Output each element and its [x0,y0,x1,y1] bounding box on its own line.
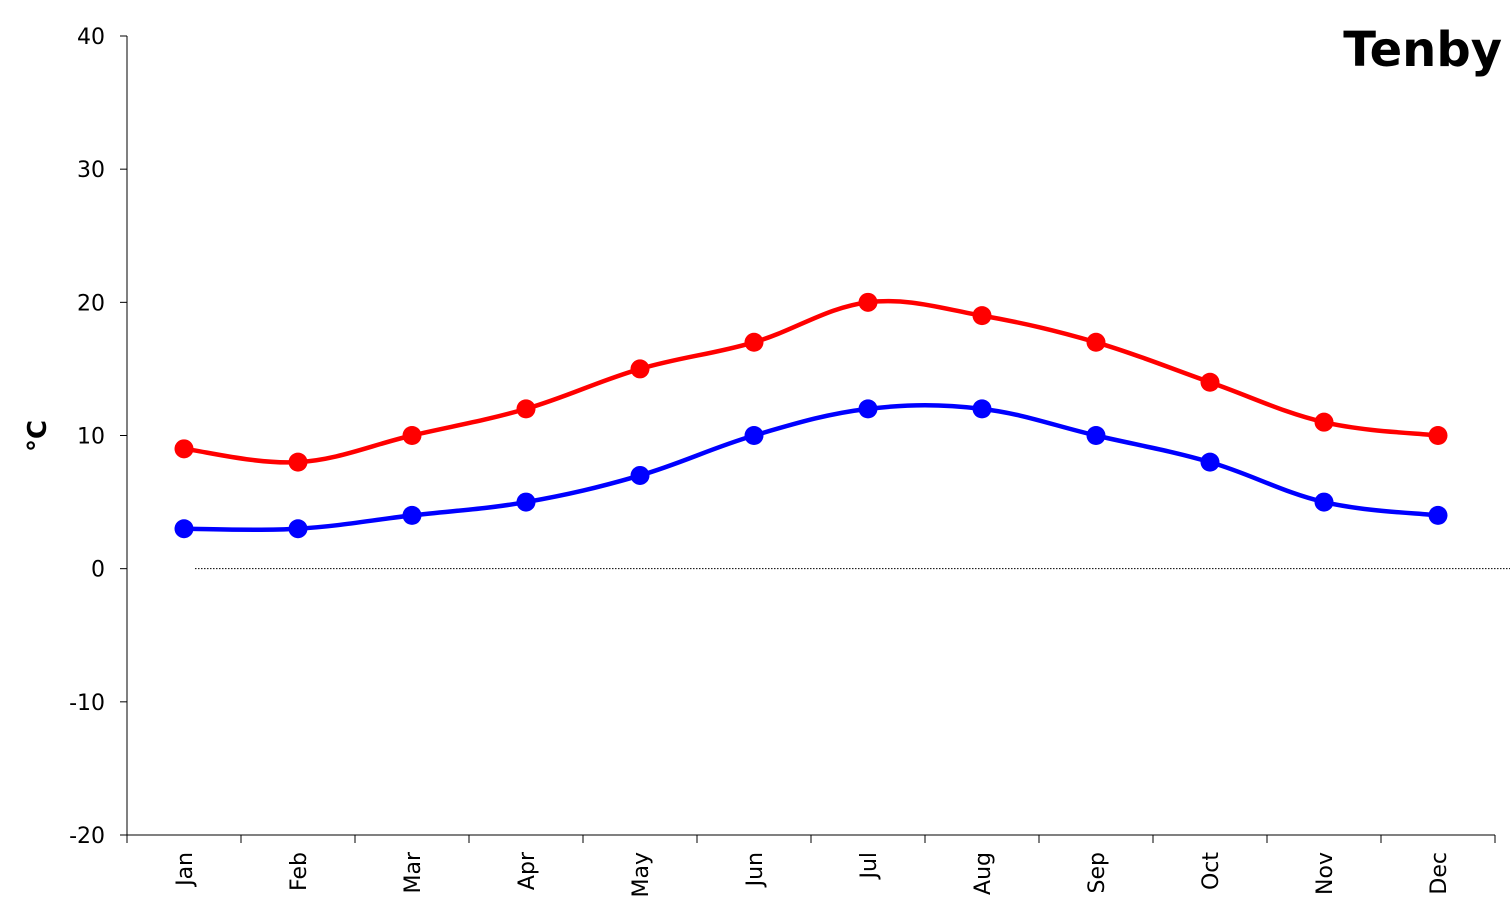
series-1-point [402,426,422,445]
y-axis-label: °C [23,420,53,452]
y-tick-label: 40 [77,25,105,50]
series-1-point [630,359,650,379]
series-2-point [744,426,764,445]
x-tick-label: Feb [287,852,312,891]
y-tick-label: -20 [69,824,105,849]
y-tick-label: 20 [77,291,105,316]
x-tick-label: Oct [1199,852,1224,890]
x-tick-label: Jun [743,852,768,888]
x-tick-label: Mar [401,851,426,893]
chart-title: Tenby [1343,22,1502,78]
y-tick-label: 10 [77,425,105,450]
series-2-point [630,465,650,485]
series-2-point [1086,426,1106,445]
series-2-point [402,505,422,525]
x-tick-label: Nov [1313,852,1338,895]
series-2-point [174,519,194,539]
x-tick-label: Sep [1085,852,1110,893]
x-tick-label: Aug [971,852,996,895]
series-2-point [288,519,308,539]
series-1-point [1314,412,1334,432]
y-tick-label: 0 [91,558,105,583]
series-1-point [858,292,878,312]
x-tick-label: Apr [515,851,540,890]
x-tick-label: May [629,852,654,897]
series-layer [174,292,1448,539]
series-2-point [858,399,878,419]
series-1-point [1086,332,1106,352]
series-2-point [972,399,992,419]
series-2-point [1200,452,1220,472]
y-tick-label: -10 [69,691,105,716]
x-tick-label: Jan [173,852,198,888]
x-tick-label: Dec [1427,852,1452,895]
series-2-point [1314,492,1334,512]
series-1-point [744,332,764,352]
series-1-point [1200,372,1220,392]
series-2-point [516,492,536,512]
series-1-point [972,306,992,326]
series-1-point [288,452,308,472]
series-1-point [174,439,194,459]
series-line-2 [183,403,1439,533]
y-tick-label: 30 [77,158,105,183]
series-1-point [1428,426,1448,445]
series-line-1 [183,298,1439,465]
series-2-point [1428,505,1448,525]
series-1-point [516,399,536,419]
x-tick-label: Jul [857,852,882,881]
axes: -20 -10 0 10 20 30 40 Jan Feb Mar Apr May Jun Jul Aug S… [69,25,1510,897]
